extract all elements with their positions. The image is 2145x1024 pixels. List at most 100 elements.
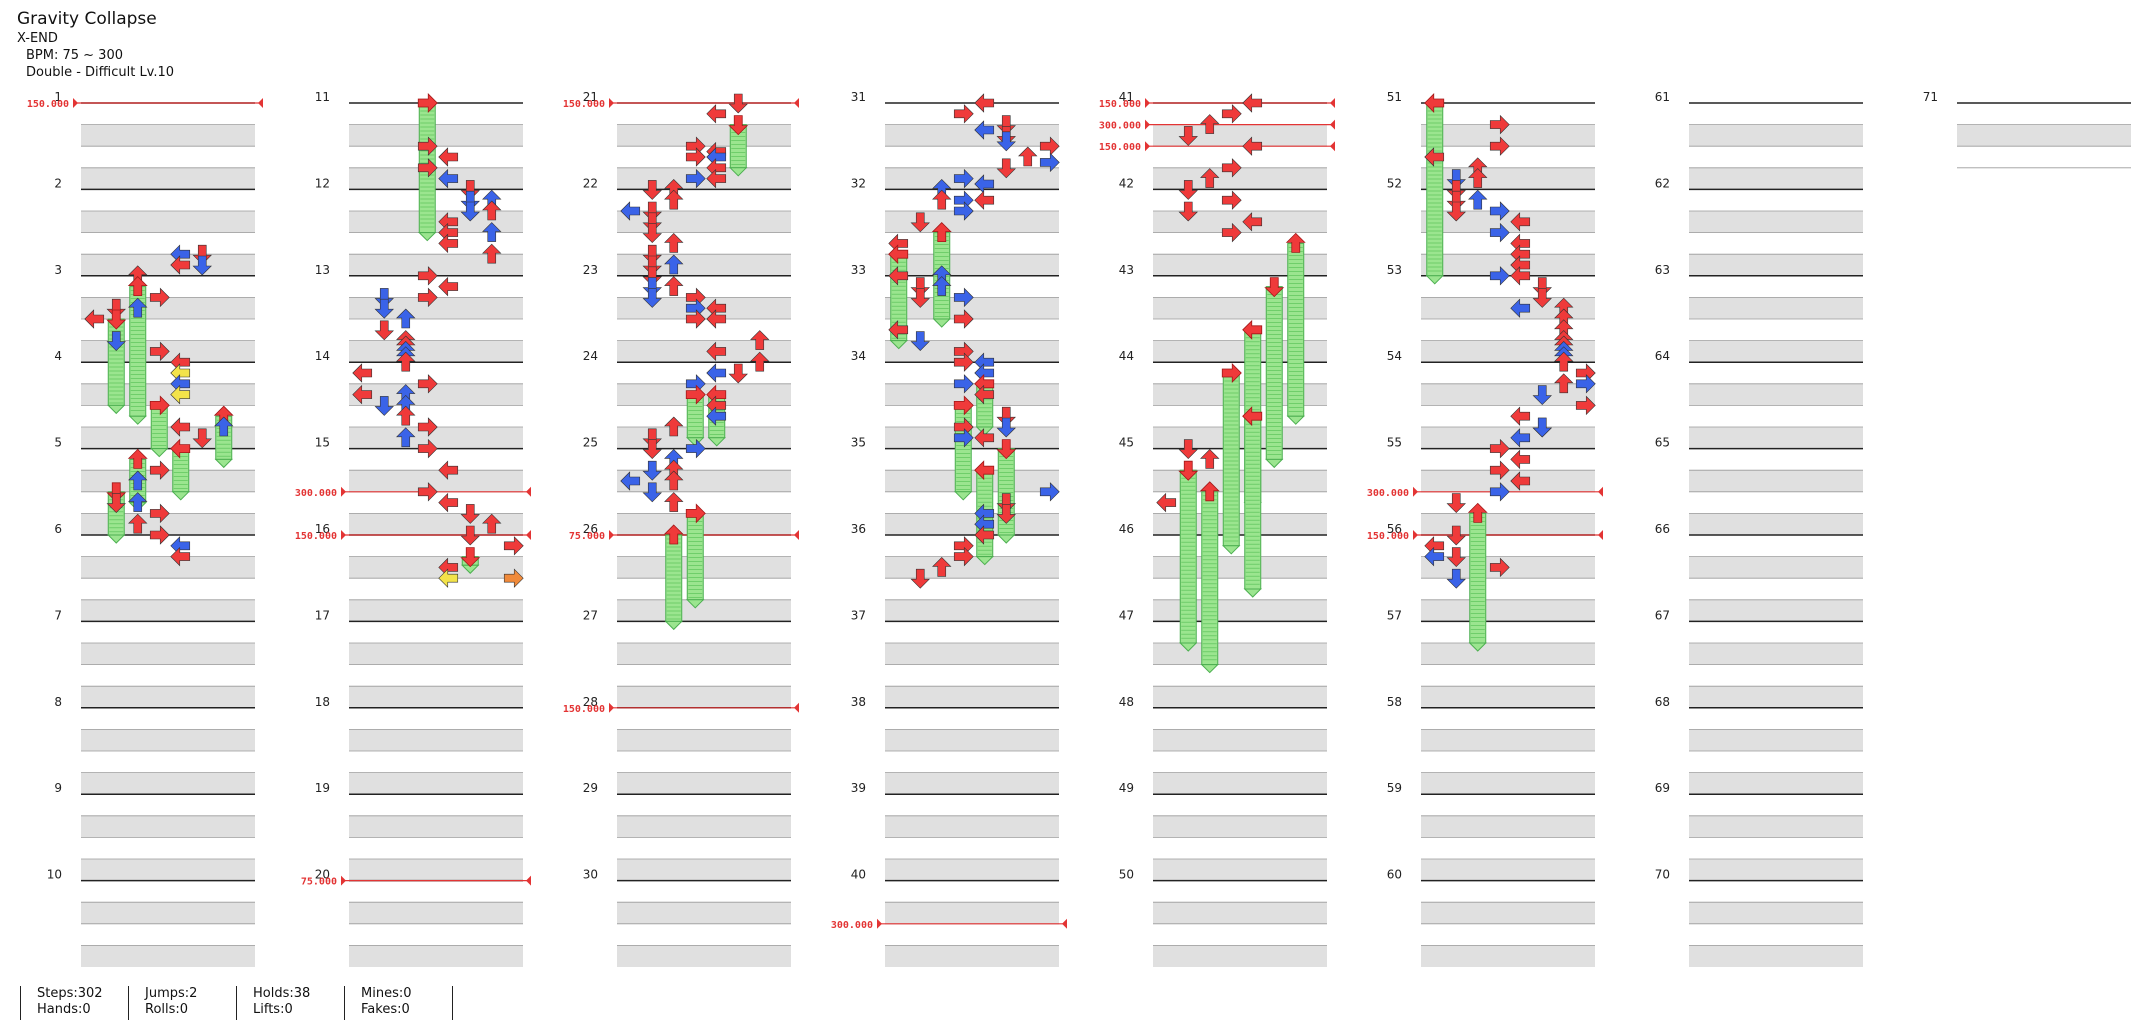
arrow-right-icon bbox=[149, 503, 170, 524]
measure-number: 16 bbox=[315, 522, 330, 536]
arrow-up-icon bbox=[1285, 232, 1306, 253]
beat-stripe bbox=[885, 599, 1059, 622]
bpm-value: 300.000 bbox=[1367, 488, 1409, 499]
arrow-left-icon bbox=[1156, 492, 1177, 513]
arrow-left-icon bbox=[974, 428, 995, 448]
beat-stripe bbox=[1153, 427, 1327, 449]
beat-stripe bbox=[885, 211, 1059, 233]
arrow-down-icon bbox=[1532, 277, 1552, 298]
arrow-down-icon bbox=[642, 223, 662, 244]
measure-number: 25 bbox=[583, 436, 598, 450]
arrow-left-icon bbox=[1510, 298, 1531, 318]
arrow-right-icon bbox=[1221, 363, 1242, 383]
hold-note bbox=[1178, 460, 1199, 652]
arrow-up-icon bbox=[1468, 189, 1488, 210]
arrow-up-icon bbox=[931, 222, 952, 243]
arrow-up-icon bbox=[932, 556, 952, 577]
bpm-change-marker: 150.000 bbox=[1367, 530, 1603, 542]
arrow-up-icon bbox=[750, 351, 770, 372]
arrow-right-icon bbox=[1489, 201, 1510, 221]
beat-stripe bbox=[81, 297, 255, 319]
beat-stripe bbox=[885, 729, 1059, 751]
beat-stripe bbox=[617, 513, 791, 535]
hold-note bbox=[685, 503, 706, 609]
arrow-down-icon bbox=[728, 363, 748, 384]
beat-stripe bbox=[1689, 167, 1863, 190]
arrow-down-icon bbox=[996, 504, 1016, 524]
arrow-up-icon bbox=[127, 448, 148, 469]
measure-number: 69 bbox=[1655, 781, 1670, 795]
beat-stripe bbox=[81, 599, 255, 622]
arrow-down-icon bbox=[728, 93, 748, 114]
arrow-left-icon bbox=[1510, 428, 1531, 448]
arrow-right-icon bbox=[1221, 104, 1242, 124]
arrow-left-icon bbox=[1510, 406, 1531, 426]
arrow-left-icon bbox=[706, 363, 727, 383]
beat-stripe bbox=[349, 859, 523, 881]
arrow-up-icon bbox=[932, 189, 952, 210]
measure-number: 46 bbox=[1119, 522, 1134, 536]
arrow-left-icon bbox=[170, 363, 191, 383]
beat-stripe bbox=[1153, 556, 1327, 579]
beat-stripe bbox=[349, 254, 523, 276]
arrow-right-icon bbox=[417, 482, 438, 502]
arrow-up-icon bbox=[664, 189, 684, 210]
arrow-right-icon bbox=[1489, 482, 1510, 502]
measure-number: 62 bbox=[1655, 176, 1670, 190]
arrow-down-icon bbox=[460, 504, 480, 524]
beat-stripe bbox=[81, 383, 255, 406]
beat-stripe bbox=[1421, 340, 1595, 363]
measure-number: 42 bbox=[1119, 176, 1134, 190]
arrow-right-icon bbox=[417, 438, 438, 459]
measure-number: 43 bbox=[1119, 263, 1134, 277]
beat-stripe bbox=[349, 729, 523, 751]
measure-number: 45 bbox=[1119, 436, 1134, 450]
beat-stripe bbox=[1421, 297, 1595, 319]
measure-number: 7 bbox=[54, 608, 62, 622]
arrow-left-icon bbox=[438, 460, 459, 480]
beat-stripe bbox=[349, 383, 523, 406]
measure-number: 52 bbox=[1387, 176, 1402, 190]
arrow-left-icon bbox=[1510, 266, 1531, 286]
arrow-right-icon bbox=[1221, 158, 1242, 178]
arrow-left-icon bbox=[438, 276, 459, 297]
arrow-down-icon bbox=[1178, 460, 1199, 481]
arrow-right-icon bbox=[417, 287, 438, 308]
measure-number: 37 bbox=[851, 608, 866, 622]
beat-stripe bbox=[1421, 643, 1595, 665]
difficulty-label: Double - Difficult Lv.10 bbox=[26, 65, 175, 80]
beat-stripe bbox=[1153, 124, 1327, 147]
measure-number: 48 bbox=[1119, 695, 1134, 709]
measure-number: 2 bbox=[54, 176, 62, 190]
hold-note bbox=[1424, 93, 1445, 285]
arrow-down-icon bbox=[106, 298, 126, 319]
arrow-right-icon bbox=[1039, 482, 1060, 502]
arrow-up-icon bbox=[128, 513, 148, 534]
arrow-left-icon bbox=[620, 471, 641, 491]
arrow-left-icon bbox=[438, 168, 459, 189]
beat-stripe bbox=[349, 599, 523, 622]
arrow-up-icon bbox=[664, 232, 684, 253]
arrow-left-icon bbox=[888, 233, 909, 254]
arrow-up-icon bbox=[664, 276, 684, 296]
beat-stripe bbox=[81, 729, 255, 751]
measure-number: 61 bbox=[1655, 90, 1670, 104]
arrow-down-icon bbox=[460, 525, 480, 546]
arrow-right-icon bbox=[685, 503, 706, 524]
beat-stripe bbox=[1421, 470, 1595, 492]
measure-number: 19 bbox=[315, 781, 330, 795]
hold-note bbox=[170, 438, 191, 501]
beat-stripe bbox=[1421, 945, 1595, 967]
hold-note bbox=[996, 439, 1017, 544]
measure-number: 66 bbox=[1655, 522, 1670, 536]
measure-number: 68 bbox=[1655, 695, 1670, 709]
arrow-right-icon bbox=[685, 438, 706, 459]
arrow-up-icon bbox=[128, 492, 148, 512]
beat-stripe bbox=[1421, 167, 1595, 190]
measure-number: 33 bbox=[851, 263, 866, 277]
measure-number: 10 bbox=[47, 868, 62, 882]
arrow-left-icon bbox=[1242, 319, 1263, 340]
measure-number: 1 bbox=[54, 90, 62, 104]
arrow-left-icon bbox=[888, 244, 909, 265]
stat-holds: Holds:38 bbox=[253, 986, 311, 1001]
